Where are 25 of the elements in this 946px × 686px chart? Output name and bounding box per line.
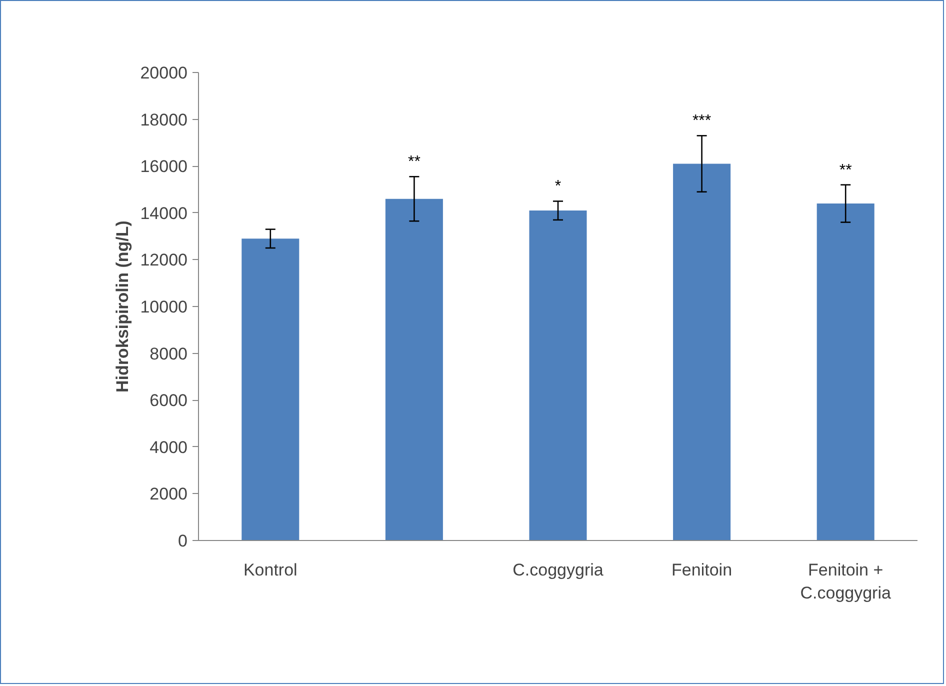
x-tick-label: Kontrol [243,560,298,580]
y-tick-label: 6000 [150,391,188,410]
data-label: * [554,178,562,196]
bar [529,210,587,540]
x-tick-label: Fenitoin + C.coggygria [800,560,892,602]
y-tick-label: 8000 [150,344,188,364]
data-label: ** [408,154,420,171]
x-tick-label: Fenitoin [672,560,732,580]
y-tick-label: 16000 [140,157,188,176]
data-label: *** [692,112,712,130]
x-tick-label: C.coggygria [512,560,604,580]
bar [816,204,874,540]
bar [385,198,443,540]
y-tick-label: 14000 [140,204,188,223]
y-tick-label: 4000 [150,438,188,457]
y-axis-title: Hidroksipirolin (ng/L) [113,220,132,392]
y-tick-label: 2000 [150,484,188,504]
y-tick-label: 10000 [140,298,188,316]
y-tick-label: 12000 [140,250,188,270]
bar [242,238,300,540]
y-tick-label: 18000 [140,110,188,130]
y-tick-label: 20000 [140,64,188,82]
y-tick-label: 0 [178,532,188,550]
data-label: ** [839,162,852,179]
bar [673,164,731,540]
